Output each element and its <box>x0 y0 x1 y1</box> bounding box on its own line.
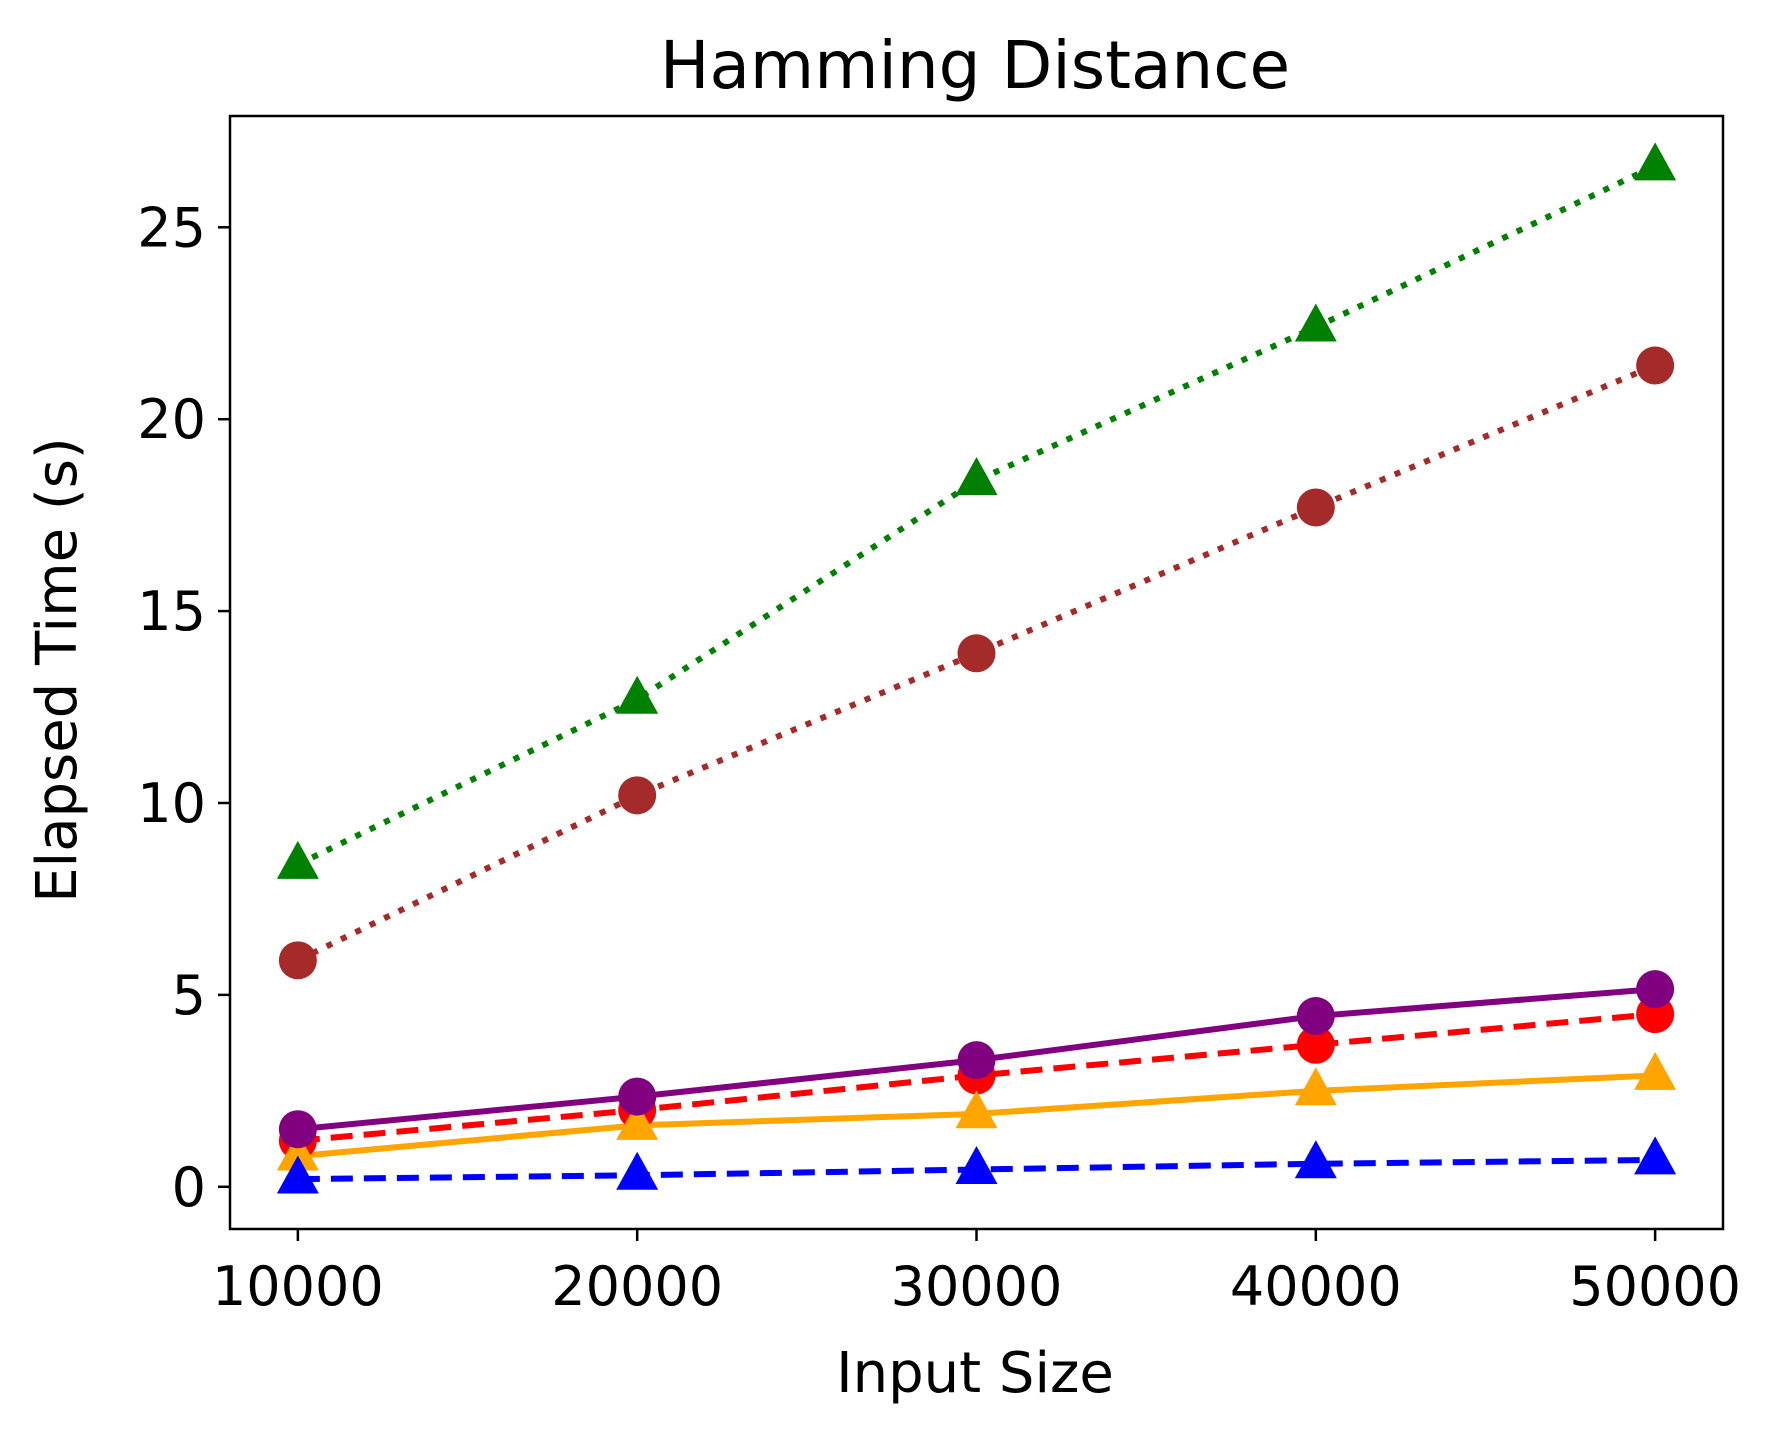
data-point-circle <box>618 1077 657 1116</box>
data-point-triangle <box>276 1155 319 1194</box>
y-tick-label: 10 <box>137 772 206 835</box>
data-point-triangle <box>276 1132 319 1171</box>
data-point-circle <box>1296 1025 1335 1064</box>
data-point-triangle <box>955 1090 998 1129</box>
y-tick-label: 0 <box>172 1156 206 1219</box>
data-point-circle <box>618 776 657 815</box>
data-point-circle <box>957 1041 996 1080</box>
data-point-triangle <box>1634 1136 1677 1175</box>
y-axis: 0 5 10 15 20 25 <box>137 196 230 1219</box>
data-point-triangle <box>1634 1051 1677 1090</box>
data-point-circle <box>278 941 317 980</box>
data-point-triangle <box>955 1145 998 1184</box>
data-point-circle <box>1636 346 1675 385</box>
x-tick-label: 50000 <box>1569 1255 1741 1318</box>
y-tick-label: 25 <box>137 196 206 259</box>
y-tick-label: 15 <box>137 580 206 643</box>
y-tick-label: 20 <box>137 388 206 451</box>
data-point-triangle <box>1294 1067 1337 1106</box>
data-point-triangle <box>955 457 998 496</box>
data-point-circle <box>278 1110 317 1149</box>
data-point-triangle <box>1634 142 1677 181</box>
data-point-triangle <box>1294 303 1337 342</box>
marker-layer <box>276 142 1677 1194</box>
data-point-circle <box>1296 996 1335 1035</box>
x-tick-label: 20000 <box>551 1255 723 1318</box>
x-axis-label: Input Size <box>836 1341 1114 1406</box>
series-line-1 <box>296 362 1657 964</box>
data-point-triangle <box>1294 1140 1337 1179</box>
data-point-triangle <box>616 1151 659 1190</box>
data-point-circle <box>1296 488 1335 527</box>
y-axis-label: Elapsed Time (s) <box>25 437 90 903</box>
chart-title: Hamming Distance <box>660 27 1290 104</box>
y-tick-label: 5 <box>172 964 206 1027</box>
data-point-triangle <box>616 1101 659 1140</box>
x-tick-label: 10000 <box>212 1255 384 1318</box>
x-tick-label: 30000 <box>891 1255 1063 1318</box>
data-point-circle <box>1636 970 1675 1009</box>
data-point-triangle <box>616 675 659 714</box>
data-point-triangle <box>276 840 319 879</box>
x-axis: 10000 20000 30000 40000 50000 <box>212 1229 1741 1318</box>
x-tick-label: 40000 <box>1230 1255 1402 1318</box>
data-point-circle <box>957 634 996 673</box>
